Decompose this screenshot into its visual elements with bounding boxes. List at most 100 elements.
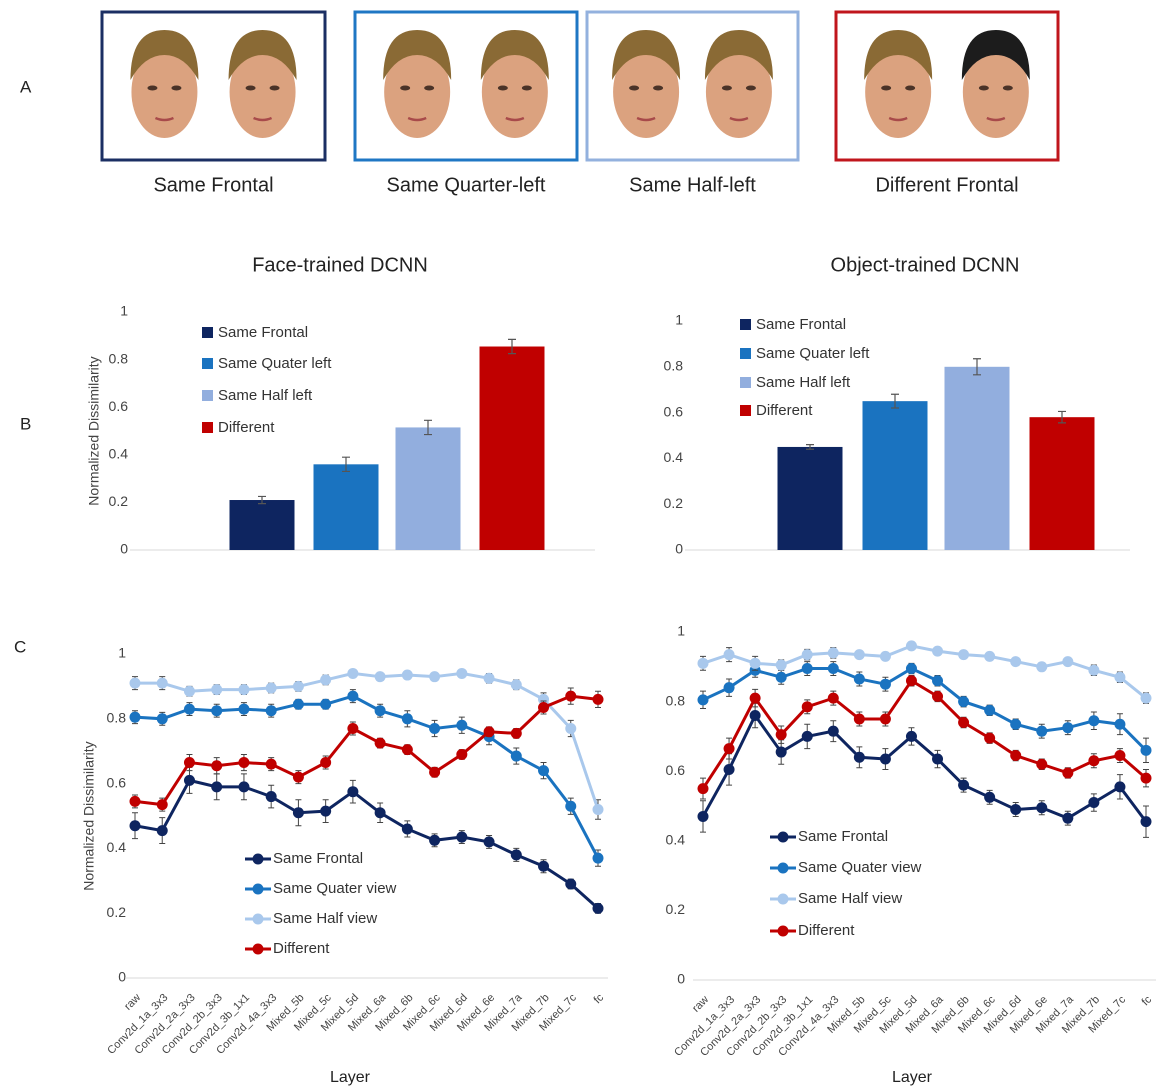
data-point xyxy=(698,783,709,794)
data-point xyxy=(1141,773,1152,784)
data-point xyxy=(802,731,813,742)
data-point xyxy=(828,726,839,737)
legend-label: Different xyxy=(798,922,855,939)
x-axis-label: Layer xyxy=(892,1069,933,1086)
bar xyxy=(396,427,461,550)
data-point xyxy=(538,702,549,713)
data-point xyxy=(984,733,995,744)
legend-marker xyxy=(778,894,789,905)
data-point xyxy=(429,723,440,734)
data-point xyxy=(347,786,358,797)
data-point xyxy=(854,714,865,725)
data-point xyxy=(1088,755,1099,766)
legend-label: Same Frontal xyxy=(798,828,888,845)
data-point xyxy=(958,717,969,728)
data-point xyxy=(211,781,222,792)
figure: A B C Same FrontalSame Quarter-leftSame … xyxy=(0,0,1161,1090)
data-point xyxy=(565,691,576,702)
y-tick-label: 0.4 xyxy=(666,832,686,848)
condition-label: Same Frontal xyxy=(153,174,273,196)
data-point xyxy=(375,738,386,749)
data-point xyxy=(1010,656,1021,667)
y-axis-label: Normalized Dissimilarity xyxy=(81,741,97,890)
legend-swatch xyxy=(202,327,213,338)
data-point xyxy=(320,699,331,710)
data-point xyxy=(906,675,917,686)
data-point xyxy=(802,663,813,674)
data-point xyxy=(184,757,195,768)
data-point xyxy=(211,684,222,695)
legend-marker xyxy=(253,884,264,895)
data-point xyxy=(1141,816,1152,827)
data-point xyxy=(238,684,249,695)
data-point xyxy=(880,714,891,725)
data-point xyxy=(776,747,787,758)
data-point xyxy=(698,811,709,822)
legend-label: Different xyxy=(756,402,813,419)
legend-label: Same Frontal xyxy=(756,316,846,333)
data-point xyxy=(266,683,277,694)
data-point xyxy=(211,760,222,771)
y-tick-label: 0.4 xyxy=(107,839,127,855)
data-point xyxy=(130,712,141,723)
data-point xyxy=(1114,781,1125,792)
x-tick-label: fc xyxy=(1140,993,1155,1008)
data-point xyxy=(184,704,195,715)
y-tick-label: 0.2 xyxy=(664,495,684,511)
data-point xyxy=(1010,750,1021,761)
data-point xyxy=(828,647,839,658)
data-point xyxy=(320,806,331,817)
data-point xyxy=(157,713,168,724)
y-tick-label: 0 xyxy=(118,969,126,985)
data-point xyxy=(1036,726,1047,737)
legend-label: Same Frontal xyxy=(273,850,363,867)
data-point xyxy=(238,781,249,792)
eye xyxy=(171,86,181,91)
data-point xyxy=(802,649,813,660)
condition-label: Same Quarter-left xyxy=(387,174,546,196)
data-point xyxy=(932,646,943,657)
y-tick-label: 0.8 xyxy=(664,358,684,374)
data-point xyxy=(1114,719,1125,730)
y-tick-label: 0.4 xyxy=(109,446,129,462)
eye xyxy=(722,86,732,91)
data-point xyxy=(375,807,386,818)
data-point xyxy=(266,791,277,802)
legend-label: Same Quater left xyxy=(218,355,332,372)
data-point xyxy=(402,744,413,755)
series-line xyxy=(135,673,598,809)
data-point xyxy=(1036,802,1047,813)
data-point xyxy=(511,849,522,860)
y-tick-label: 1 xyxy=(675,312,683,328)
data-point xyxy=(484,673,495,684)
condition-label: Same Half-left xyxy=(629,174,756,196)
legend-label: Same Quater left xyxy=(756,345,870,362)
y-tick-label: 0.6 xyxy=(109,398,129,414)
bar xyxy=(230,500,295,550)
eye xyxy=(653,86,663,91)
data-point xyxy=(320,757,331,768)
y-tick-label: 0.8 xyxy=(109,350,129,366)
data-point xyxy=(958,649,969,660)
data-point xyxy=(880,679,891,690)
data-point xyxy=(130,820,141,831)
data-point xyxy=(565,723,576,734)
data-point xyxy=(750,658,761,669)
legend-swatch xyxy=(202,422,213,433)
condition-label: Different Frontal xyxy=(875,174,1018,196)
data-point xyxy=(724,682,735,693)
data-point xyxy=(1062,656,1073,667)
data-point xyxy=(456,720,467,731)
data-point xyxy=(854,752,865,763)
data-point xyxy=(347,723,358,734)
data-point xyxy=(724,743,735,754)
data-point xyxy=(828,693,839,704)
eye xyxy=(1003,86,1013,91)
data-point xyxy=(456,832,467,843)
data-point xyxy=(906,663,917,674)
y-tick-label: 0.2 xyxy=(107,904,127,920)
data-point xyxy=(238,704,249,715)
legend-swatch xyxy=(740,377,751,388)
data-point xyxy=(906,731,917,742)
data-point xyxy=(776,672,787,683)
